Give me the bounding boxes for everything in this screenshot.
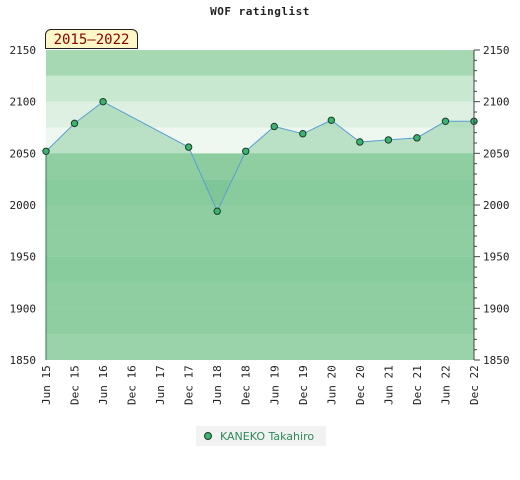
y-axis-left: 1850 1900 1950 2000 2050 2100 2150 bbox=[10, 44, 37, 367]
data-point bbox=[184, 143, 193, 151]
background-band bbox=[46, 75, 474, 102]
y-axis-right: 1850 1900 1950 2000 2050 2100 2150 bbox=[473, 44, 510, 367]
y-tick-label-right: 2150 bbox=[483, 44, 510, 57]
data-point bbox=[42, 147, 50, 155]
x-tick-label: Dec 15 bbox=[69, 365, 82, 405]
date-range-badge: 2015–2022 bbox=[45, 29, 138, 49]
x-tick-label: Dec 16 bbox=[126, 365, 139, 405]
y-tick-label-right: 1850 bbox=[483, 354, 510, 367]
data-point bbox=[213, 207, 221, 215]
data-point bbox=[299, 130, 307, 138]
x-tick-label: Jun 18 bbox=[211, 365, 224, 405]
data-point bbox=[242, 147, 250, 155]
y-tick-label-left: 2050 bbox=[10, 147, 37, 160]
data-point bbox=[441, 117, 450, 126]
data-point bbox=[384, 136, 393, 144]
x-tick-label: Jun 22 bbox=[439, 365, 452, 405]
y-tick-label-left: 1900 bbox=[10, 302, 37, 315]
x-tick-label: Jun 20 bbox=[325, 365, 338, 405]
x-tick-label: Dec 22 bbox=[468, 365, 481, 405]
x-tick-label: Dec 21 bbox=[411, 365, 424, 405]
x-tick-label: Dec 19 bbox=[297, 365, 310, 405]
chart-title: WOF ratinglist bbox=[210, 5, 310, 18]
y-tick-label-left: 1850 bbox=[10, 354, 37, 367]
area-layer bbox=[46, 101, 474, 361]
background-band bbox=[46, 50, 474, 76]
y-tick-label-right: 1900 bbox=[483, 302, 510, 315]
x-tick-label: Dec 17 bbox=[183, 365, 196, 405]
x-tick-label: Jun 16 bbox=[97, 365, 110, 405]
x-tick-label: Jun 21 bbox=[382, 365, 395, 405]
rating-line bbox=[45, 101, 474, 213]
y-tick-label-left: 2150 bbox=[10, 44, 37, 57]
y-tick-label-right: 1950 bbox=[483, 251, 510, 264]
y-tick-label-left: 2100 bbox=[10, 96, 37, 109]
x-tick-label: Dec 18 bbox=[240, 365, 253, 405]
line-layer bbox=[45, 101, 474, 360]
y-tick-label-right: 2100 bbox=[483, 96, 510, 109]
y-tick-label-right: 2050 bbox=[483, 147, 510, 160]
legend-label: KANEKO Takahiro bbox=[220, 429, 315, 443]
x-tick-label: Jun 17 bbox=[154, 365, 167, 405]
x-axis: Jun 15 Dec 15 Jun 16 Dec 16 Jun 17 Dec 17 Jun … bbox=[40, 365, 481, 405]
data-point bbox=[327, 116, 336, 124]
y-tick-label-left: 1950 bbox=[10, 251, 37, 264]
data-point bbox=[356, 138, 364, 146]
legend-marker-icon bbox=[204, 432, 212, 440]
x-tick-label: Dec 20 bbox=[354, 365, 367, 405]
y-tick-label-right: 2000 bbox=[483, 199, 510, 212]
x-tick-label: Jun 19 bbox=[268, 365, 281, 405]
legend[interactable]: KANEKO Takahiro bbox=[196, 426, 326, 446]
rating-area bbox=[46, 101, 474, 361]
y-tick-label-left: 2000 bbox=[10, 199, 37, 212]
data-point bbox=[70, 119, 79, 128]
data-point bbox=[413, 134, 421, 142]
data-point bbox=[99, 97, 107, 106]
data-point bbox=[270, 122, 278, 131]
x-tick-label: Jun 15 bbox=[40, 365, 53, 405]
